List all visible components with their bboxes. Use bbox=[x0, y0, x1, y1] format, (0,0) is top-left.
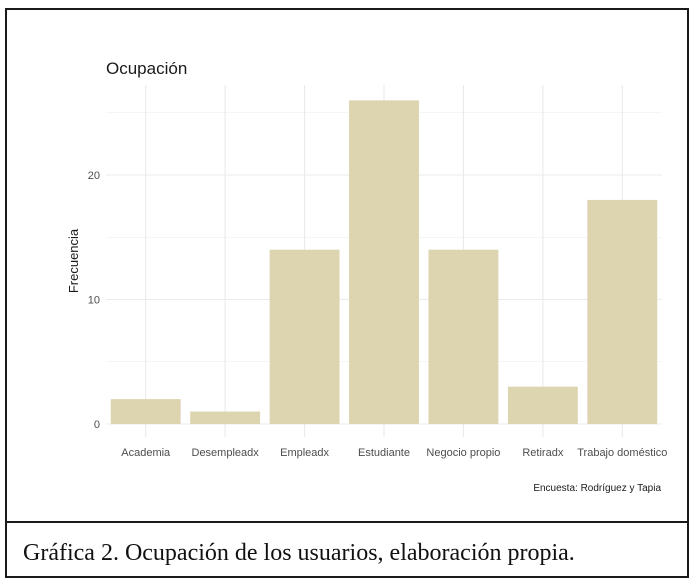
y-tick-label: 10 bbox=[88, 295, 100, 307]
x-tick-label: Empleadx bbox=[280, 447, 329, 459]
bar-desempleadx bbox=[190, 411, 261, 424]
y-tick-label: 0 bbox=[94, 419, 100, 431]
y-tick-labels: 0 10 20 bbox=[88, 170, 100, 431]
x-tick-label: Estudiante bbox=[358, 447, 410, 459]
bar-trabajo-doméstico bbox=[587, 199, 658, 424]
x-tick-label: Trabajo doméstico bbox=[577, 447, 667, 459]
chart-title: Ocupación bbox=[106, 59, 187, 78]
x-tick-labels: Academia Desempleadx Empleadx Estudiante Neg… bbox=[121, 447, 667, 459]
x-tick-label: Retiradx bbox=[522, 447, 563, 459]
y-axis-label: Frecuencia bbox=[66, 228, 81, 293]
caption-divider bbox=[7, 521, 687, 523]
bar-negocio-propio bbox=[428, 249, 499, 424]
bars bbox=[110, 100, 658, 425]
bar-empleadx bbox=[269, 249, 340, 424]
bar-academia bbox=[110, 399, 181, 424]
x-tick-label: Desempleadx bbox=[192, 447, 260, 459]
bar-retiradx bbox=[507, 386, 578, 424]
y-tick-label: 20 bbox=[88, 170, 100, 182]
figure-caption: Gráfica 2. Ocupación de los usuarios, el… bbox=[23, 540, 575, 566]
x-tick-label: Academia bbox=[121, 447, 171, 459]
x-tick-label: Negocio propio bbox=[426, 447, 500, 459]
bar-estudiante bbox=[349, 100, 419, 425]
chart-source-caption: Encuesta: Rodríguez y Tapia bbox=[533, 483, 661, 494]
